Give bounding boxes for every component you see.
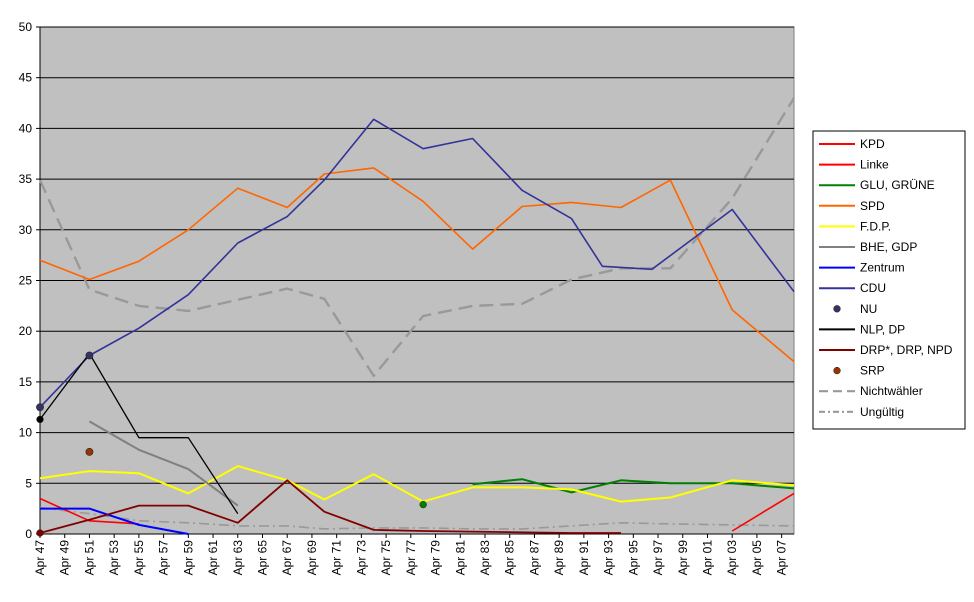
x-tick-label: Apr 83 bbox=[478, 540, 492, 576]
x-tick-label: Apr 59 bbox=[181, 540, 195, 576]
x-tick-label: Apr 61 bbox=[206, 540, 220, 576]
legend-label-drp-drp-npd: DRP*, DRP, NPD bbox=[860, 343, 953, 357]
legend-label-bhe-gdp: BHE, GDP bbox=[860, 240, 917, 254]
x-tick-label: Apr 05 bbox=[750, 540, 764, 576]
x-tick-label: Apr 89 bbox=[552, 540, 566, 576]
x-tick-label: Apr 51 bbox=[82, 540, 96, 576]
series-line-kpd bbox=[39, 497, 139, 525]
marker-nu bbox=[85, 351, 94, 360]
series-line-drp-drp-npd bbox=[39, 479, 621, 534]
series-line-ungültig bbox=[39, 506, 795, 530]
data-point-marker bbox=[36, 529, 44, 537]
legend-label-zentrum: Zentrum bbox=[860, 261, 905, 275]
y-tick-label: 5 bbox=[25, 476, 32, 490]
series-line-spd bbox=[39, 167, 795, 363]
marker-srp bbox=[85, 447, 94, 456]
legend-label-f-d-p: F.D.P. bbox=[860, 219, 891, 233]
x-tick-label: Apr 67 bbox=[280, 540, 294, 576]
data-point-marker bbox=[36, 415, 44, 424]
x-tick-label: Apr 07 bbox=[775, 540, 789, 576]
y-tick-label: 0 bbox=[25, 527, 32, 541]
legend: KPD Linke GLU, GRÜNE SPD F.D.P. BHE, GDP Zentr… bbox=[812, 130, 966, 430]
x-tick-label: Apr 81 bbox=[453, 540, 467, 576]
x-tick-label: Apr 79 bbox=[429, 540, 443, 576]
series-line-linke bbox=[731, 492, 795, 532]
legend-label-nlp-dp: NLP, DP bbox=[860, 322, 905, 336]
data-point-marker bbox=[419, 500, 427, 509]
x-tick-label: Apr 53 bbox=[107, 540, 121, 576]
legend-label-glu-grüne: GLU, GRÜNE bbox=[860, 178, 935, 192]
y-tick-label: 40 bbox=[19, 121, 33, 135]
y-tick-label: 30 bbox=[19, 223, 33, 237]
legend-label-cdu: CDU bbox=[860, 281, 886, 295]
y-tick-label: 35 bbox=[19, 172, 33, 186]
x-tick-label: Apr 69 bbox=[305, 540, 319, 576]
y-axis: 0 5 10 15 20 25 30 35 40 45 50 bbox=[19, 20, 41, 541]
legend-label-linke: Linke bbox=[860, 158, 889, 172]
legend-swatch-nu bbox=[833, 305, 841, 313]
x-tick-label: Apr 73 bbox=[354, 540, 368, 576]
legend-box bbox=[812, 130, 966, 430]
x-tick-label: Apr 49 bbox=[58, 540, 72, 576]
marker-nu bbox=[36, 403, 44, 412]
series-line-bhe-gdp bbox=[88, 420, 239, 507]
y-tick-label: 25 bbox=[19, 274, 33, 288]
x-tick-label: Apr 91 bbox=[577, 540, 591, 576]
x-tick-label: Apr 75 bbox=[379, 540, 393, 576]
y-tick-label: 15 bbox=[19, 375, 33, 389]
x-tick-label: Apr 85 bbox=[503, 540, 517, 576]
legend-swatch-srp bbox=[833, 366, 841, 375]
x-tick-label: Apr 55 bbox=[132, 540, 146, 576]
y-tick-label: 45 bbox=[19, 71, 33, 85]
x-tick-label: Apr 47 bbox=[33, 540, 47, 576]
legend-label-kpd: KPD bbox=[860, 137, 885, 151]
series-line-cdu bbox=[39, 118, 795, 408]
y-tick-label: 20 bbox=[19, 324, 33, 338]
x-tick-label: Apr 87 bbox=[527, 540, 541, 576]
series-markers bbox=[36, 351, 427, 537]
x-tick-label: Apr 77 bbox=[404, 540, 418, 576]
x-tick-label: Apr 97 bbox=[651, 540, 665, 576]
legend-label-nichtwähler: Nichtwähler bbox=[860, 384, 923, 398]
series-line-glu-grüne bbox=[472, 478, 795, 494]
legend-label-ungültig: Ungültig bbox=[860, 405, 904, 419]
x-tick-label: Apr 95 bbox=[626, 540, 640, 576]
x-tick-label: Apr 65 bbox=[255, 540, 269, 576]
x-axis: Apr 47 Apr 49 Apr 51 Apr 53 Apr 55 Apr 57 Apr … bbox=[33, 533, 794, 576]
x-tick-label: Apr 71 bbox=[330, 540, 344, 576]
series-lines bbox=[38, 97, 796, 535]
x-tick-label: Apr 01 bbox=[700, 540, 714, 576]
x-tick-label: Apr 63 bbox=[231, 540, 245, 576]
x-tick-label: Apr 03 bbox=[725, 540, 739, 576]
series-line-f-d-p bbox=[39, 465, 795, 503]
legend-label-srp: SRP bbox=[860, 364, 885, 378]
y-tick-label: 10 bbox=[19, 426, 33, 440]
series-line-nlp-dp bbox=[39, 352, 239, 515]
y-tick-label: 50 bbox=[19, 20, 33, 34]
x-tick-label: Apr 93 bbox=[602, 540, 616, 576]
x-tick-label: Apr 57 bbox=[157, 540, 171, 576]
series-line-zentrum bbox=[40, 507, 189, 535]
x-tick-label: Apr 99 bbox=[676, 540, 690, 576]
legend-label-nu: NU bbox=[860, 302, 877, 316]
legend-label-spd: SPD bbox=[860, 199, 885, 213]
